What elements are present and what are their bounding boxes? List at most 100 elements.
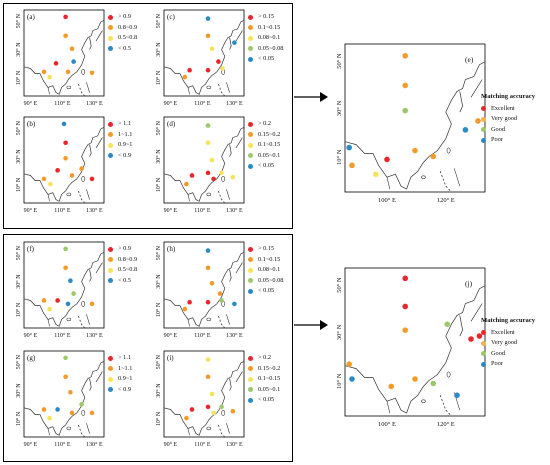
legend-panel-g: > 1.1 1~1.1 0.9~1 < 0.9 <box>108 353 132 395</box>
lon-label: 110° E <box>194 100 211 107</box>
map-panel-b: 50° N 30° N 10° N 90° E 110° E 130° E (b) > 1.1… <box>8 115 146 219</box>
lat-label: 30° N <box>15 42 22 57</box>
legend-item: 0.05~0.1 <box>248 151 280 162</box>
legend-swatch <box>248 153 253 159</box>
legend-swatch <box>248 46 253 52</box>
legend-item: 0.1~0.15 <box>248 374 280 385</box>
legend-item: > 1.1 <box>108 119 132 130</box>
legend-item: 0.5~0.8 <box>108 265 137 276</box>
station-marker <box>41 69 47 75</box>
legend-swatch <box>108 25 113 31</box>
legend-swatch <box>248 257 253 263</box>
lat-label: 50° N <box>336 277 343 293</box>
legend-item: > 0.9 <box>108 12 137 23</box>
legend-swatch <box>108 121 113 127</box>
top-group-frame <box>3 3 293 229</box>
legend-label: 0.05~0.1 <box>258 385 281 393</box>
legend-label: 1~1.1 <box>118 364 133 372</box>
legend-swatch <box>248 278 253 284</box>
station-marker <box>205 265 211 271</box>
lon-label: 110° E <box>54 332 71 339</box>
legend-title: Matching accuracy <box>481 317 536 324</box>
lat-label: 50° N <box>155 354 162 369</box>
station-marker <box>468 336 474 342</box>
lon-label: 130° E <box>226 207 243 214</box>
legend-swatch <box>248 35 253 41</box>
legend-swatch <box>108 387 113 393</box>
station-marker <box>388 383 394 390</box>
coastline <box>23 360 105 436</box>
coastline <box>163 126 245 202</box>
map-panel-a: 50° N 30° N 10° N 90° E 110° E 130° E (a) > 0.9… <box>8 8 146 112</box>
station-marker <box>71 291 76 296</box>
lat-label: 10° N <box>155 302 162 317</box>
station-marker <box>63 265 68 271</box>
lat-label: 30° N <box>155 149 162 164</box>
station-marker <box>189 173 195 178</box>
map-panel-e: 50° N 30° N 10° N 100° E 120° E (e) Matching a… <box>327 40 547 210</box>
legend-item: Good <box>481 349 535 360</box>
lon-label: 120° E <box>437 197 455 204</box>
legend-swatch <box>248 56 253 62</box>
station-marker <box>209 157 215 163</box>
legend-label: < 0.9 <box>118 385 131 393</box>
legend-label: > 0.2 <box>258 120 271 127</box>
lat-label: 10° N <box>155 177 162 192</box>
coastline <box>163 360 245 436</box>
station-marker <box>476 333 483 339</box>
plot-frame <box>23 241 105 329</box>
plot-frame <box>163 350 245 438</box>
legend-label: 0.1~0.15 <box>258 255 281 263</box>
panel-label: (c) <box>167 13 175 21</box>
station-marker <box>412 376 418 382</box>
bottom-group-frame <box>3 234 293 462</box>
lon-label: 90° E <box>24 332 38 339</box>
lon-label: 110° E <box>194 441 211 448</box>
lon-label: 130° E <box>86 100 103 107</box>
station-marker <box>65 301 71 307</box>
legend-swatch <box>108 366 113 372</box>
station-marker <box>189 407 195 412</box>
legend-swatch <box>248 387 253 393</box>
legend-swatch <box>248 25 253 31</box>
plot-frame <box>23 9 105 97</box>
legend-panel-f: > 0.9 0.8~0.9 0.5~0.8 < 0.5 <box>108 244 137 286</box>
station-marker <box>430 153 436 160</box>
lon-label: 110° E <box>54 207 71 214</box>
station-marker <box>205 33 211 39</box>
station-marker <box>53 61 59 66</box>
station-marker <box>68 278 73 283</box>
lat-label: 10° N <box>336 149 343 165</box>
station-marker <box>47 74 52 80</box>
lat-label: 50° N <box>15 245 22 260</box>
lon-label: 110° E <box>194 332 211 339</box>
legend-item: Very good <box>481 338 535 349</box>
station-marker <box>430 380 436 387</box>
legend-label: Poor <box>491 136 503 143</box>
coastline <box>163 19 245 95</box>
lon-label: 130° E <box>226 100 243 107</box>
station-marker <box>220 66 225 71</box>
legend-swatch <box>248 397 253 403</box>
plot-frame <box>23 116 105 204</box>
station-marker <box>412 147 418 154</box>
legend-label: Excellent <box>491 104 515 112</box>
lat-label: 10° N <box>15 411 22 426</box>
legend-label: Very good <box>491 339 518 346</box>
legend-item: > 1.1 <box>108 353 132 364</box>
panel-label: (i) <box>167 354 174 362</box>
legend-label: 0.15~0.2 <box>258 130 281 138</box>
station-marker <box>205 123 211 128</box>
coastline <box>163 251 245 327</box>
legend-label: Poor <box>491 360 503 367</box>
plot-frame <box>163 9 245 97</box>
legend-swatch <box>108 355 113 361</box>
station-marker <box>61 121 67 127</box>
legend-item: Excellent <box>481 104 535 115</box>
station-marker <box>209 46 215 51</box>
lat-label: 30° N <box>155 383 162 398</box>
station-marker <box>41 176 47 182</box>
map-panel-j: 50° N 30° N 10° N 100° E 120° E (j) Matching a… <box>327 264 547 434</box>
legend-item: < 0.9 <box>108 151 132 162</box>
legend-swatch <box>248 267 253 273</box>
